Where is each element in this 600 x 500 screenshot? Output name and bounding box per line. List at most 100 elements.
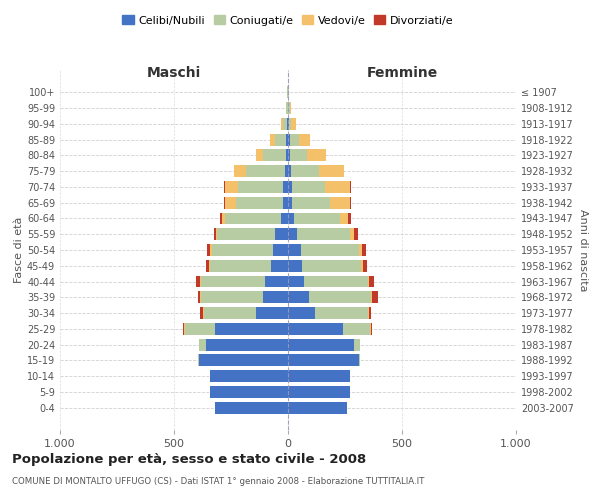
Bar [288,134,290,145]
Bar [363,260,367,272]
Bar [224,181,226,193]
Bar [286,102,287,114]
Bar [371,323,373,335]
Bar [368,307,369,319]
Bar [288,197,292,208]
Bar [207,244,211,256]
Bar [361,260,363,272]
Bar [288,402,347,413]
Bar [292,165,319,177]
Bar [350,228,354,240]
Text: Popolazione per età, sesso e stato civile - 2008: Popolazione per età, sesso e stato civil… [12,452,366,466]
Bar [288,338,354,350]
Bar [288,150,290,162]
Bar [288,228,297,240]
Bar [369,307,371,319]
Bar [325,181,350,193]
Bar [209,260,211,272]
Bar [287,118,288,130]
Bar [288,276,304,287]
Bar [299,134,310,145]
Bar [271,260,288,272]
Bar [359,244,362,256]
Bar [202,292,263,303]
Bar [199,338,206,350]
Bar [288,354,359,366]
Bar [304,276,368,287]
Bar [288,260,302,272]
Bar [226,212,281,224]
Bar [370,323,371,335]
Bar [270,134,275,145]
Legend: Celibi/Nubili, Coniugati/e, Vedovi/e, Divorziati/e: Celibi/Nubili, Coniugati/e, Vedovi/e, Di… [118,11,458,30]
Bar [206,260,209,272]
Bar [354,228,358,240]
Bar [246,165,284,177]
Bar [275,228,288,240]
Bar [216,228,217,240]
Bar [297,228,350,240]
Bar [281,212,288,224]
Bar [196,276,200,287]
Text: Maschi: Maschi [147,66,201,80]
Bar [283,197,288,208]
Bar [343,323,370,335]
Bar [362,244,365,256]
Bar [368,276,369,287]
Bar [202,276,265,287]
Bar [281,118,283,130]
Bar [349,212,350,224]
Bar [294,212,340,224]
Bar [222,212,226,224]
Bar [224,197,226,208]
Bar [184,323,185,335]
Bar [292,118,296,130]
Bar [211,244,212,256]
Bar [183,323,184,335]
Bar [256,307,288,319]
Bar [319,165,344,177]
Bar [235,165,246,177]
Bar [369,276,373,287]
Bar [263,292,288,303]
Bar [215,323,288,335]
Bar [307,150,326,162]
Bar [288,307,316,319]
Bar [290,134,299,145]
Bar [273,244,288,256]
Bar [288,292,308,303]
Bar [283,181,288,193]
Text: COMUNE DI MONTALTO UFFUGO (CS) - Dati ISTAT 1° gennaio 2008 - Elaborazione TUTTI: COMUNE DI MONTALTO UFFUGO (CS) - Dati IS… [12,478,424,486]
Bar [211,386,288,398]
Bar [212,244,273,256]
Bar [316,307,368,319]
Bar [288,386,350,398]
Bar [226,197,236,208]
Bar [284,165,288,177]
Bar [211,370,288,382]
Bar [340,212,349,224]
Bar [215,402,288,413]
Bar [198,354,199,366]
Bar [286,150,288,162]
Text: Femmine: Femmine [367,66,437,80]
Y-axis label: Fasce di età: Fasce di età [14,217,24,283]
Bar [290,102,291,114]
Bar [359,354,360,366]
Bar [292,197,330,208]
Bar [238,181,283,193]
Bar [265,276,288,287]
Bar [308,292,371,303]
Bar [288,323,343,335]
Bar [289,102,290,114]
Bar [301,244,359,256]
Bar [263,150,286,162]
Bar [350,197,352,208]
Bar [292,181,325,193]
Bar [283,118,287,130]
Bar [275,134,286,145]
Bar [206,338,288,350]
Bar [288,370,350,382]
Bar [185,323,215,335]
Bar [203,307,256,319]
